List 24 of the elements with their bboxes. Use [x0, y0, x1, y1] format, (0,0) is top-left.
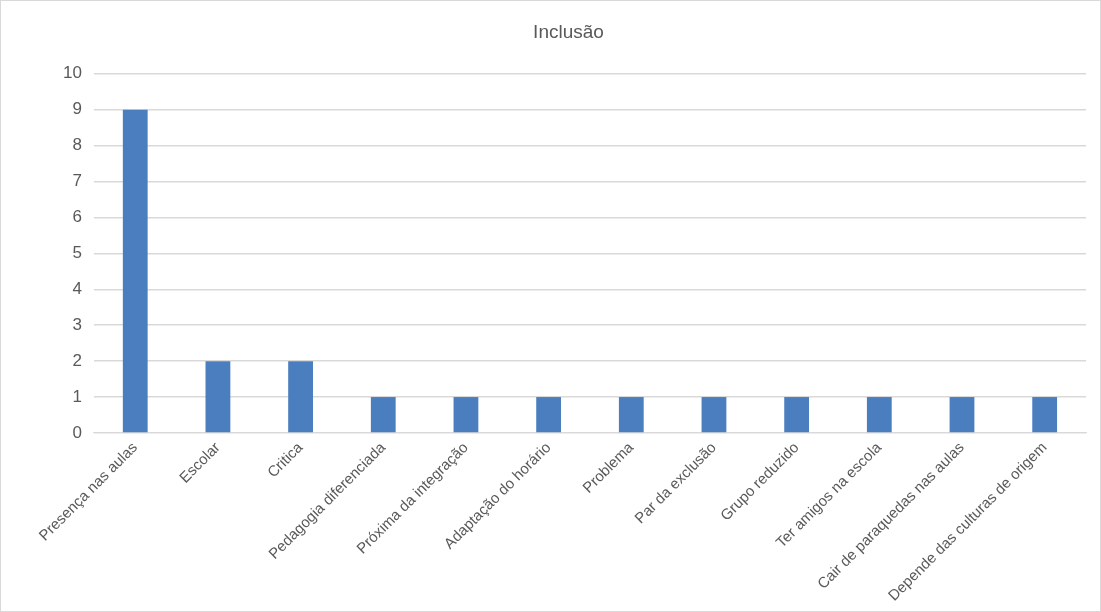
bar: [866, 397, 892, 433]
y-tick-label: 8: [72, 135, 82, 155]
y-tick-label: 4: [72, 278, 82, 298]
bar: [122, 109, 148, 433]
chart-title: Inclusão: [533, 20, 604, 42]
y-tick-label: 9: [72, 99, 82, 119]
y-tick-label: 0: [72, 422, 82, 442]
bar: [370, 397, 396, 433]
bar: [618, 397, 644, 433]
y-tick-label: 3: [72, 314, 82, 334]
y-tick-label: 10: [62, 63, 82, 83]
y-tick-label: 2: [72, 350, 82, 370]
y-tick-label: 5: [72, 243, 82, 263]
bar: [701, 397, 727, 433]
bar: [1032, 397, 1058, 433]
bar: [536, 397, 562, 433]
y-tick-label: 6: [72, 207, 82, 227]
bar: [949, 397, 975, 433]
bar: [288, 361, 313, 433]
bar: [784, 397, 810, 433]
bar: [453, 397, 479, 433]
y-tick-label: 1: [72, 386, 82, 406]
y-tick-label: 7: [72, 171, 82, 191]
bar: [205, 361, 231, 433]
